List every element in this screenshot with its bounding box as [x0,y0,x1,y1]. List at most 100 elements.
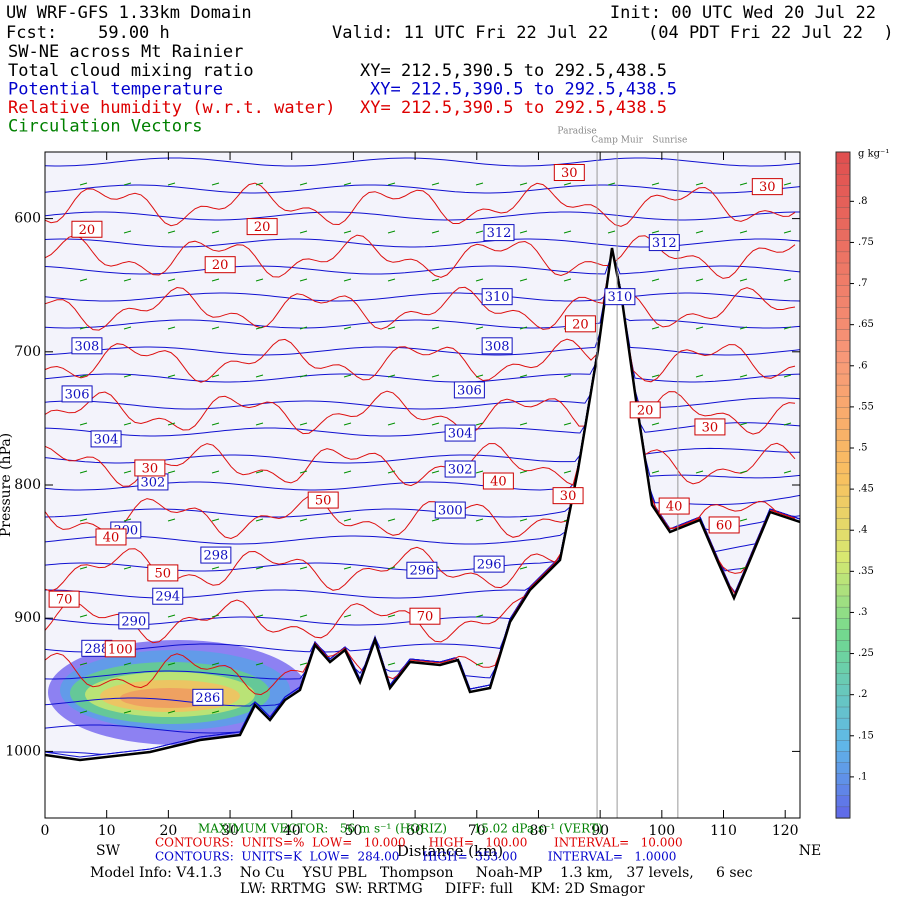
vector [563,422,572,426]
vector [299,518,308,522]
theta-label: 298 [203,549,228,564]
colorbar-frame [835,151,851,819]
isentrope [45,259,800,437]
rh-label: 20 [79,223,96,238]
vector [211,566,220,570]
theta-label-box [192,688,224,706]
colorbar-swatch [835,662,851,675]
colorbar-tick-label: .3 [858,607,868,618]
theta-label: 312 [487,226,512,241]
vector [211,374,220,378]
colorbar-swatch [835,296,851,309]
vector [211,422,220,426]
colorbar-swatch [835,629,851,642]
vector [123,566,132,570]
x-end-right: NE [799,843,821,859]
vector [739,470,748,474]
vector [475,518,484,522]
theta-label-box [118,612,150,630]
theta-label-box [444,460,476,478]
colorbar-swatch [835,451,851,464]
vector [387,326,396,330]
colorbar-swatch [835,407,851,420]
vector [343,182,352,186]
vector [211,326,220,330]
vector [783,422,792,426]
vector [695,182,704,186]
landmark-label: Sunrise [652,136,687,146]
vector [651,230,660,234]
vector [387,662,396,666]
x-tick-label: 50 [345,823,363,839]
rh-label-box [564,315,596,333]
colorbar-swatch [835,529,851,542]
colorbar-swatch [835,373,851,386]
vector [739,518,748,522]
vector [255,518,264,522]
rh-label: 40 [103,530,120,545]
vector [519,566,528,570]
theta-label: 308 [75,339,100,354]
y-tick-label: 1000 [5,743,41,759]
vector [519,518,528,522]
theta-label-box [90,430,122,448]
colorbar-swatch [835,573,851,586]
rh-label: 40 [490,475,507,490]
rh-label-box [307,491,339,509]
theta-label-box [61,385,93,403]
x-tick-label: 30 [221,823,239,839]
terrain [45,247,800,762]
rh-label: 100 [108,642,133,657]
vector [563,230,572,234]
vector [167,470,176,474]
colorbar-tick-label: .75 [858,237,874,248]
vector [651,182,660,186]
vector [167,422,176,426]
colorbar-swatch [835,473,851,486]
rh-label-box [658,497,690,515]
colorbar-swatch [835,518,851,531]
vector [79,710,88,714]
rh-label: 30 [142,461,159,476]
vector [211,662,220,666]
rh-contour [45,260,796,487]
theta-label-box [473,555,505,573]
vector [123,326,132,330]
colorbar-swatch [835,340,851,353]
vector [739,278,748,282]
valid: Valid: 11 UTC Fri 22 Jul 22 [332,23,608,43]
vector [167,326,176,330]
footer-line: Model Info: V4.1.3 No Cu YSU PBL Thompso… [90,865,753,881]
field-name: Total cloud mixing ratio [8,61,254,81]
x-tick-label: 0 [41,823,50,839]
rh-label: 30 [561,166,578,181]
colorbar-tick-label: .45 [858,484,874,495]
vector [431,470,440,474]
rh-contour [45,182,796,227]
colorbar-tick-label: .4 [858,525,868,536]
vector [123,518,132,522]
rh-label: 40 [666,500,683,515]
vector [211,614,220,618]
init: Init: 00 UTC Wed 20 Jul 22 [610,3,876,23]
vector [387,230,396,234]
colorbar-swatch [835,806,851,819]
vector [387,278,396,282]
rh-label-box [204,256,236,274]
vector [299,182,308,186]
vector [519,326,528,330]
colorbar-tick-label: .7 [858,278,868,289]
rh-contour [45,260,796,331]
field-name: Circulation Vectors [8,117,202,137]
rh-label: 50 [315,494,332,509]
theta-label: 290 [121,614,146,629]
vector [79,326,88,330]
vector [299,614,308,618]
vector [167,278,176,282]
colorbar-swatch [835,429,851,442]
colorbar-swatch [835,396,851,408]
vector [255,422,264,426]
colorbar-swatch [835,740,851,753]
theta-label-box [483,224,515,242]
vector [79,470,88,474]
